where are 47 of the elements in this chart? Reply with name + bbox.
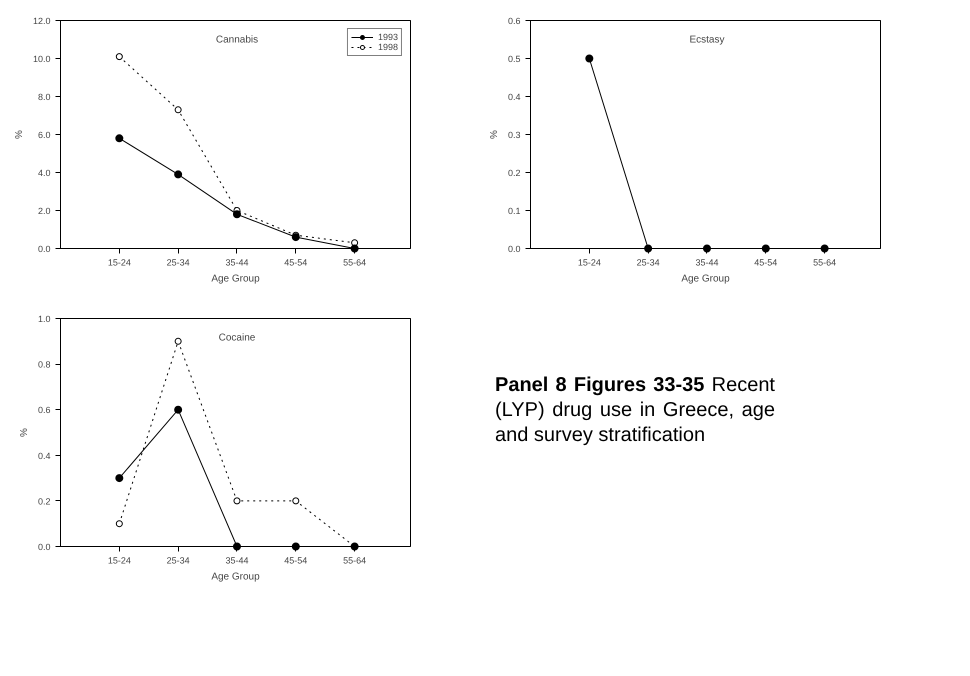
x-tick-label: 55-64 (343, 258, 366, 268)
x-tick-label: 25-34 (166, 556, 190, 566)
y-tick-label: 0.0 (38, 244, 51, 254)
x-tick-label: 15-24 (578, 258, 601, 268)
y-tick-label: 1.0 (38, 314, 51, 324)
y-tick-label: 0.6 (38, 405, 51, 416)
y-tick-label: 0.2 (508, 168, 521, 178)
x-axis-title: Age Group (681, 274, 730, 284)
y-tick-label: 12.0 (32, 16, 51, 26)
y-axis-title: % (488, 130, 500, 139)
x-tick-label: 25-34 (166, 258, 190, 268)
text: Cannabis (216, 34, 258, 46)
y-tick-label: 0.1 (508, 206, 521, 216)
text: Cocaine (218, 332, 256, 344)
x-tick-label: 15-24 (108, 556, 131, 566)
y-tick-label: 10.0 (32, 54, 51, 64)
x-tick-label: 35-44 (225, 556, 248, 566)
y-tick-label: 0.0 (508, 244, 521, 254)
y-tick-label: 0.8 (38, 360, 51, 370)
x-axis-title: Age Group (211, 572, 260, 582)
legend-label: 1993 (378, 32, 398, 42)
x-tick-label: 45-54 (754, 258, 778, 268)
y-tick-label: 8.0 (38, 92, 51, 102)
y-tick-label: 0.4 (508, 92, 521, 102)
y-tick-label: 0.0 (38, 542, 51, 552)
y-tick-label: 0.4 (38, 450, 51, 461)
y-tick-label: 0.3 (508, 130, 521, 140)
x-tick-label: 45-54 (284, 556, 308, 566)
text: Panel 8 Figures 33-35 (495, 374, 704, 396)
y-tick-label: 4.0 (38, 168, 51, 178)
text: Ecstasy (689, 34, 724, 46)
x-tick-label: 55-64 (343, 556, 366, 566)
y-tick-label: 0.6 (508, 16, 521, 26)
y-axis-title: % (14, 130, 25, 139)
x-tick-label: 45-54 (284, 258, 308, 268)
y-tick-label: 0.2 (38, 496, 51, 506)
y-axis-title: % (18, 428, 30, 437)
x-tick-label: 25-34 (636, 258, 660, 268)
y-tick-label: 0.5 (508, 54, 521, 64)
y-tick-label: 6.0 (38, 130, 51, 140)
legend-label: 1998 (378, 42, 398, 52)
x-tick-label: 35-44 (225, 258, 248, 268)
x-tick-label: 15-24 (108, 258, 131, 268)
x-tick-label: 55-64 (813, 258, 836, 268)
x-axis-title: Age Group (211, 274, 260, 284)
x-tick-label: 35-44 (695, 258, 718, 268)
y-tick-label: 2.0 (38, 206, 51, 216)
